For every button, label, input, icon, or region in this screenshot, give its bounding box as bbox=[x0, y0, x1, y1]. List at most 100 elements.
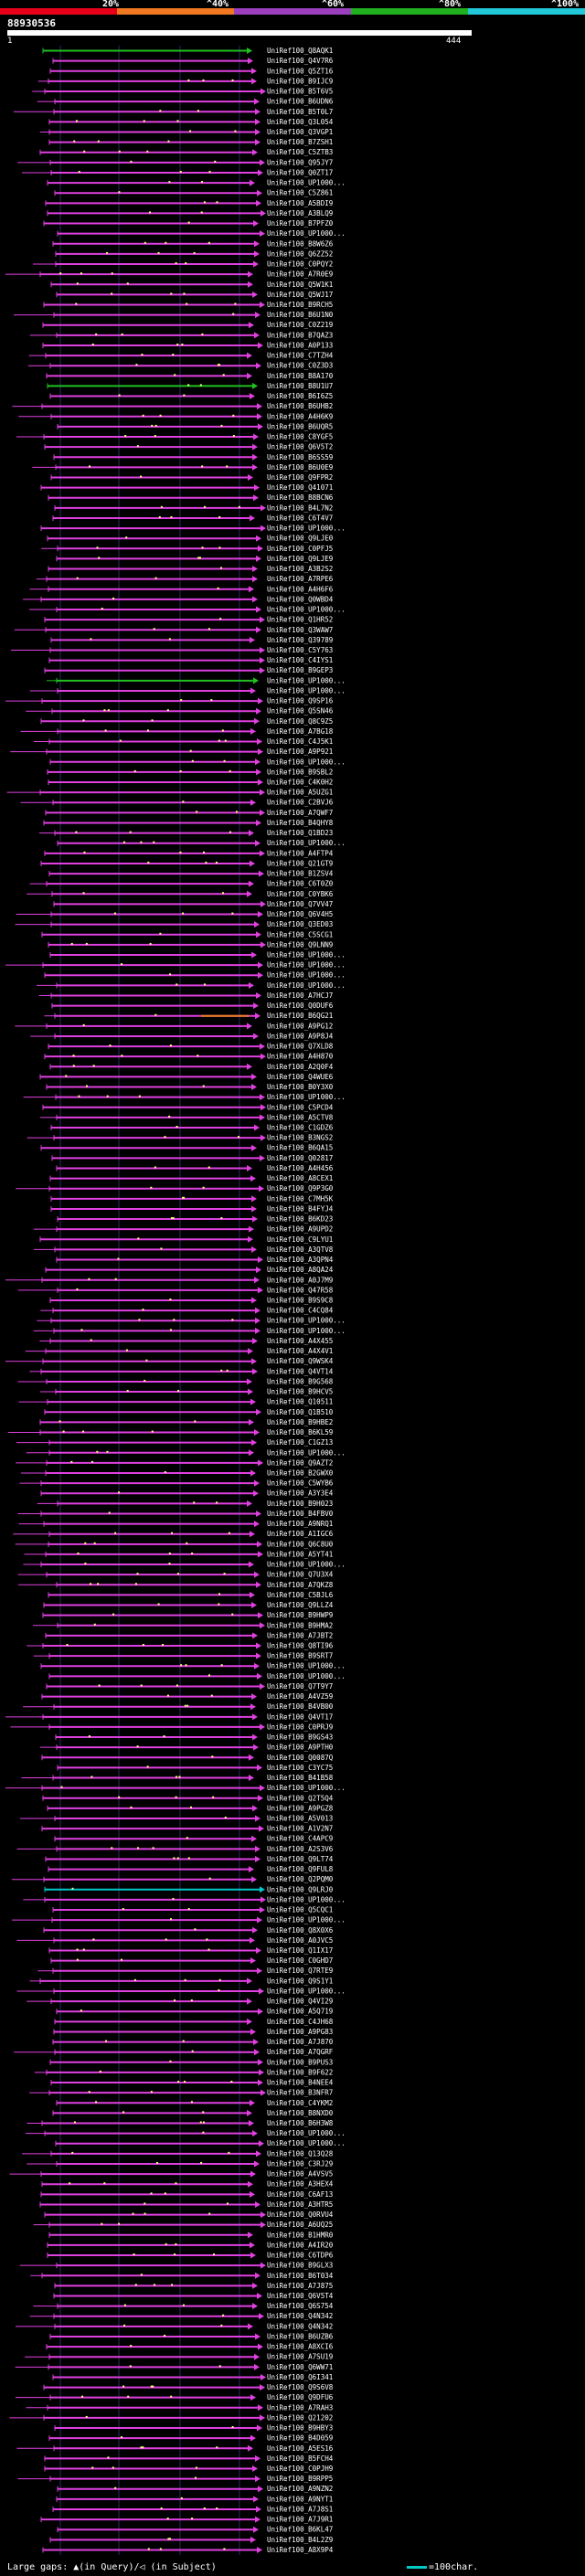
hit-label[interactable]: UniRef100_B3NGS2 bbox=[267, 1134, 333, 1142]
hit-row[interactable]: UniRef100_B6UZB6 bbox=[49, 2332, 334, 2340]
hit-row[interactable]: UniRef100_A7J870 bbox=[52, 2038, 334, 2046]
hit-row[interactable]: UniRef100_A7SU19 bbox=[25, 2353, 333, 2361]
hit-row[interactable]: UniRef100_UP1000... bbox=[37, 1317, 346, 1325]
hit-label[interactable]: UniRef100_UP1000... bbox=[267, 961, 346, 970]
hit-label[interactable]: UniRef100_Q3L054 bbox=[267, 118, 334, 126]
hit-label[interactable]: UniRef100_B4FBV0 bbox=[267, 1510, 334, 1518]
hit-label[interactable]: UniRef100_A3BLQ9 bbox=[267, 209, 333, 217]
hit-row[interactable]: UniRef100_B4FBV0 bbox=[17, 1510, 334, 1518]
hit-row[interactable]: UniRef100_UP1000... bbox=[26, 1448, 346, 1457]
hit-row[interactable]: UniRef100_Q0RVU4 bbox=[44, 2210, 334, 2219]
hit-row[interactable]: UniRef100_C0PRJ9 bbox=[10, 1723, 333, 1731]
hit-label[interactable]: UniRef100_A9NYT1 bbox=[267, 2495, 333, 2503]
hit-label[interactable]: UniRef100_B8W6Z6 bbox=[267, 239, 334, 248]
hit-label[interactable]: UniRef100_UP1000... bbox=[267, 2139, 346, 2147]
hit-label[interactable]: UniRef100_C5ZTB3 bbox=[267, 148, 333, 156]
hit-label[interactable]: UniRef100_C1GDZ6 bbox=[267, 1124, 334, 1132]
hit-label[interactable]: UniRef100_B6SS59 bbox=[267, 453, 333, 461]
hit-row[interactable]: UniRef100_B6UDN6 bbox=[37, 98, 334, 106]
hit-label[interactable]: UniRef100_B9F622 bbox=[267, 2068, 333, 2076]
hit-label[interactable]: UniRef100_B0Y3X0 bbox=[267, 1083, 334, 1091]
hit-label[interactable]: UniRef100_C6T4V7 bbox=[267, 514, 333, 522]
hit-row[interactable]: UniRef100_A4H870 bbox=[44, 1053, 334, 1061]
hit-label[interactable]: UniRef100_A4FTP4 bbox=[267, 849, 334, 857]
hit-row[interactable]: UniRef100_B9HBY3 bbox=[54, 2424, 333, 2433]
hit-row[interactable]: UniRef100_Q95JY7 bbox=[17, 158, 333, 166]
hit-row[interactable]: UniRef100_B9H023 bbox=[37, 1500, 334, 1508]
hit-label[interactable]: UniRef100_Q1HR52 bbox=[267, 616, 333, 624]
hit-label[interactable]: UniRef100_A9NZN2 bbox=[267, 2485, 333, 2493]
hit-label[interactable]: UniRef100_A3Y3E4 bbox=[267, 1489, 334, 1498]
hit-label[interactable]: UniRef100_C9LYU1 bbox=[267, 1235, 333, 1244]
hit-label[interactable]: UniRef100_Q9S6V8 bbox=[267, 2383, 334, 2391]
hit-row[interactable]: UniRef100_B9SRT7 bbox=[33, 1652, 334, 1660]
hit-label[interactable]: UniRef100_B6UZB6 bbox=[267, 2332, 334, 2340]
hit-label[interactable]: UniRef100_B1HMR0 bbox=[267, 2231, 334, 2239]
hit-label[interactable]: UniRef100_UP1000... bbox=[267, 1448, 346, 1457]
hit-label[interactable]: UniRef100_A5UZG1 bbox=[267, 789, 333, 797]
hit-row[interactable]: UniRef100_A1IGC6 bbox=[13, 1530, 334, 1538]
hit-row[interactable]: UniRef100_C7MH5K bbox=[50, 1194, 334, 1203]
hit-row[interactable]: UniRef100_B9F622 bbox=[34, 2068, 333, 2076]
hit-label[interactable]: UniRef100_A7QWF7 bbox=[267, 809, 333, 817]
hit-row[interactable]: UniRef100_C4CQ84 bbox=[40, 1307, 334, 1315]
hit-label[interactable]: UniRef100_A9PG12 bbox=[267, 1022, 333, 1030]
hit-label[interactable]: UniRef100_A4H6F6 bbox=[267, 585, 334, 593]
hit-row[interactable]: UniRef100_B9SBL2 bbox=[47, 768, 333, 776]
hit-row[interactable]: UniRef100_Q39789 bbox=[50, 636, 333, 644]
hit-label[interactable]: UniRef100_A3HEX4 bbox=[267, 2180, 334, 2189]
hit-label[interactable]: UniRef100_Q7T9Y7 bbox=[267, 1682, 333, 1691]
hit-label[interactable]: UniRef100_A9P8J4 bbox=[267, 1032, 334, 1040]
hit-label[interactable]: UniRef100_B41B58 bbox=[267, 1774, 334, 1782]
hit-label[interactable]: UniRef100_C5PCD4 bbox=[267, 1103, 334, 1111]
hit-label[interactable]: UniRef100_B6U0E9 bbox=[267, 463, 333, 472]
hit-row[interactable]: UniRef100_C5BJL6 bbox=[48, 1591, 334, 1599]
hit-label[interactable]: UniRef100_B8BCN6 bbox=[267, 493, 334, 502]
hit-label[interactable]: UniRef100_A7R0E9 bbox=[267, 270, 333, 279]
hit-row[interactable]: UniRef100_C1GZ13 bbox=[16, 1438, 333, 1447]
hit-row[interactable]: UniRef100_Q0087Q bbox=[41, 1754, 334, 1762]
hit-label[interactable]: UniRef100_Q6S754 bbox=[267, 2302, 334, 2310]
hit-row[interactable]: UniRef100_A9NZN2 bbox=[57, 2485, 333, 2493]
hit-label[interactable]: UniRef100_Q5WJ17 bbox=[267, 291, 333, 299]
hit-row[interactable]: UniRef100_Q6V4H5 bbox=[16, 910, 334, 918]
hit-row[interactable]: UniRef100_Q4V7R6 bbox=[52, 57, 334, 65]
hit-row[interactable]: UniRef100_Q13Q28 bbox=[22, 2149, 334, 2157]
hit-label[interactable]: UniRef100_B5T6V5 bbox=[267, 88, 333, 96]
hit-label[interactable]: UniRef100_B9HCV5 bbox=[267, 1388, 333, 1396]
hit-label[interactable]: UniRef100_Q9FPR2 bbox=[267, 473, 333, 482]
hit-label[interactable]: UniRef100_B6KL59 bbox=[267, 1428, 333, 1436]
hit-row[interactable]: UniRef100_A3HTR5 bbox=[39, 2200, 333, 2209]
hit-label[interactable]: UniRef100_B6U1N0 bbox=[267, 311, 334, 319]
hit-label[interactable]: UniRef100_UP1000... bbox=[267, 1327, 346, 1335]
hit-row[interactable]: UniRef100_UP1000... bbox=[48, 1672, 346, 1680]
hit-row[interactable]: UniRef100_B9RCH5 bbox=[43, 301, 333, 309]
hit-row[interactable]: UniRef100_Q9LJE0 bbox=[47, 535, 334, 543]
hit-label[interactable]: UniRef100_UP1000... bbox=[267, 1784, 346, 1792]
hit-row[interactable]: UniRef100_A7JBT2 bbox=[45, 1631, 333, 1639]
hit-label[interactable]: UniRef100_UP1000... bbox=[267, 981, 346, 990]
hit-label[interactable]: UniRef100_Q0WBD4 bbox=[267, 595, 334, 603]
hit-row[interactable]: UniRef100_Q7T9Y7 bbox=[46, 1682, 333, 1691]
hit-row[interactable]: UniRef100_B6UHB2 bbox=[12, 402, 333, 410]
hit-label[interactable]: UniRef100_Q9LRJ0 bbox=[267, 1885, 334, 1893]
hit-row[interactable]: UniRef100_UP1000... bbox=[16, 1987, 346, 1995]
hit-row[interactable]: UniRef100_Q5ZT16 bbox=[49, 67, 334, 75]
hit-label[interactable]: UniRef100_A1IGC6 bbox=[267, 1530, 334, 1538]
hit-row[interactable]: UniRef100_B6KL59 bbox=[7, 1428, 333, 1436]
hit-label[interactable]: UniRef100_Q39789 bbox=[267, 636, 333, 644]
hit-row[interactable]: UniRef100_A0JVC5 bbox=[16, 1936, 334, 1945]
hit-label[interactable]: UniRef100_B6T034 bbox=[267, 2272, 334, 2280]
hit-label[interactable]: UniRef100_A3QTV8 bbox=[267, 1246, 334, 1254]
hit-label[interactable]: UniRef100_Q13Q28 bbox=[267, 2149, 334, 2157]
hit-row[interactable]: UniRef100_C3YC75 bbox=[57, 1764, 333, 1772]
hit-label[interactable]: UniRef100_B9GS43 bbox=[267, 1733, 333, 1742]
hit-row[interactable]: UniRef100_C4JH68 bbox=[54, 2018, 334, 2026]
hit-row[interactable]: UniRef100_Q6V5T4 bbox=[53, 2292, 334, 2300]
hit-label[interactable]: UniRef100_C4YKM2 bbox=[267, 2099, 333, 2107]
hit-label[interactable]: UniRef100_B2GWX0 bbox=[267, 1468, 334, 1477]
hit-row[interactable]: UniRef100_A9PTH0 bbox=[39, 1744, 334, 1752]
hit-row[interactable]: UniRef100_A5BDI9 bbox=[45, 199, 333, 207]
hit-label[interactable]: UniRef100_Q1IX17 bbox=[267, 1946, 333, 1955]
hit-row[interactable]: UniRef100_Q4WUE6 bbox=[39, 1073, 334, 1081]
